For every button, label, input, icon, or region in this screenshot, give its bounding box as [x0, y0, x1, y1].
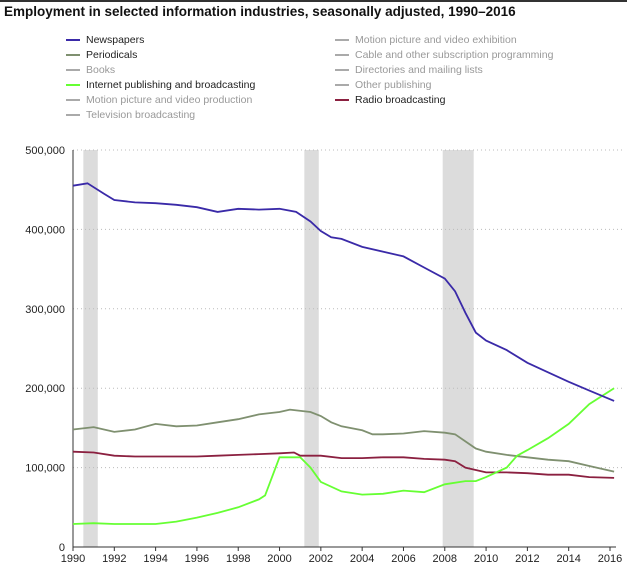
series-line-internet-publishing-and-broadcasting	[72, 387, 615, 525]
legend-swatch	[335, 84, 349, 86]
x-tick-label: 2016	[598, 553, 622, 565]
x-tick-label: 2000	[267, 553, 291, 565]
legend-label: Other publishing	[355, 79, 432, 91]
legend-label: Books	[86, 64, 116, 76]
legend-swatch	[335, 69, 349, 71]
series-line-radio-broadcasting	[72, 450, 615, 479]
legend-swatch	[335, 54, 349, 56]
chart-title: Employment in selected information indus…	[4, 4, 516, 19]
legend-label: Motion picture and video production	[86, 94, 253, 106]
x-tick-label: 2010	[474, 553, 498, 565]
legend-item[interactable]: Motion picture and video exhibition	[335, 34, 517, 46]
recession-band	[442, 150, 474, 547]
legend-label: Periodicals	[86, 49, 138, 61]
x-tick-label: 1998	[226, 553, 250, 565]
y-tick-label: 500,000	[25, 145, 65, 157]
legend-item[interactable]: Directories and mailing lists	[335, 64, 483, 76]
x-tick-label: 2012	[515, 553, 539, 565]
y-tick-label: 100,000	[25, 463, 65, 475]
x-tick-label: 2014	[556, 553, 580, 565]
legend-label: Cable and other subscription programming	[355, 49, 554, 61]
recession-band	[83, 150, 98, 547]
x-tick-label: 2006	[391, 553, 415, 565]
legend-item[interactable]: Motion picture and video production	[66, 94, 252, 106]
legend-swatch	[66, 84, 80, 86]
legend-label: Motion picture and video exhibition	[355, 34, 517, 46]
legend-item[interactable]: Internet publishing and broadcasting	[66, 79, 255, 91]
x-tick-label: 2002	[309, 553, 333, 565]
legend-label: Radio broadcasting	[355, 94, 446, 106]
legend-swatch	[66, 114, 80, 116]
legend-item[interactable]: Television broadcasting	[66, 109, 195, 121]
y-tick-label: 0	[59, 542, 65, 554]
legend-item[interactable]: Cable and other subscription programming	[335, 49, 553, 61]
recession-band	[304, 150, 319, 547]
y-tick-label: 200,000	[25, 383, 65, 395]
legend-item[interactable]: Periodicals	[66, 49, 137, 61]
y-tick-label: 300,000	[25, 304, 65, 316]
legend-item[interactable]: Newspapers	[66, 34, 144, 46]
x-tick-label: 1990	[61, 553, 85, 565]
x-tick-label: 1996	[185, 553, 209, 565]
legend-item[interactable]: Other publishing	[335, 79, 431, 91]
legend-swatch	[66, 99, 80, 101]
legend-item[interactable]: Books	[66, 64, 115, 76]
legend-label: Newspapers	[86, 34, 145, 46]
legend-label: Television broadcasting	[86, 109, 196, 121]
x-tick-label: 2004	[350, 553, 374, 565]
series-line-periodicals	[72, 408, 615, 473]
legend-swatch	[66, 39, 80, 41]
x-tick-label: 1994	[143, 553, 167, 565]
legend-swatch	[335, 99, 349, 101]
legend-swatch	[66, 54, 80, 56]
x-tick-label: 2008	[433, 553, 457, 565]
legend-swatch	[335, 39, 349, 41]
legend-label: Internet publishing and broadcasting	[86, 79, 256, 91]
y-tick-label: 400,000	[25, 224, 65, 236]
legend-swatch	[66, 69, 80, 71]
legend-item[interactable]: Radio broadcasting	[335, 94, 445, 106]
series-line-newspapers	[72, 182, 615, 402]
legend-label: Directories and mailing lists	[355, 64, 483, 76]
x-tick-label: 1992	[102, 553, 126, 565]
